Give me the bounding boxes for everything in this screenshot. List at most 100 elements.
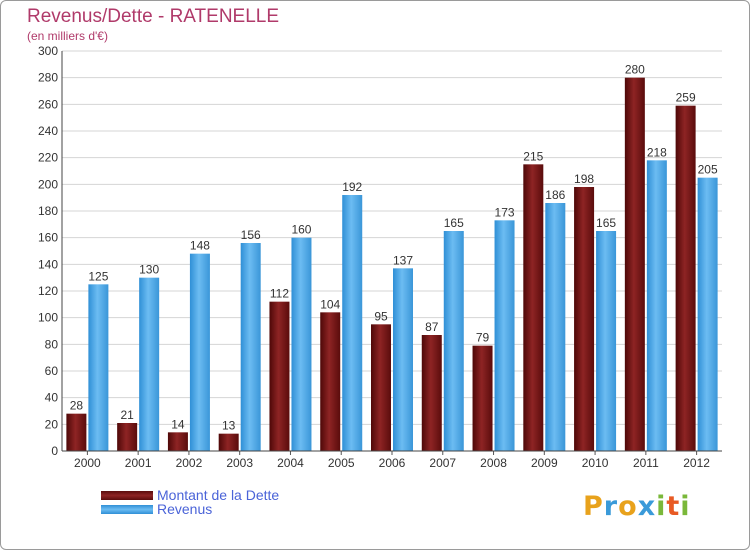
data-label-revenue: 125 <box>88 269 108 283</box>
x-tick-label: 2012 <box>683 456 710 470</box>
bar-debt <box>66 413 87 451</box>
y-tick-label: 100 <box>38 311 58 325</box>
data-label-revenue: 218 <box>647 145 667 159</box>
data-label-debt: 215 <box>523 149 543 163</box>
y-tick-label: 0 <box>51 444 58 458</box>
x-tick-label: 2000 <box>74 456 101 470</box>
data-label-debt: 95 <box>374 309 388 323</box>
legend-swatch-debt <box>101 490 153 500</box>
bar-revenue <box>646 160 667 452</box>
bar-revenue <box>88 284 109 451</box>
x-tick-label: 2011 <box>633 456 659 470</box>
y-tick-label: 240 <box>38 124 58 138</box>
chart-title: Revenus/Dette - RATENELLE <box>27 6 280 27</box>
bar-debt <box>472 345 493 451</box>
logo-letter: r <box>603 491 619 522</box>
bar-debt <box>117 423 138 451</box>
y-tick-label: 40 <box>45 391 59 405</box>
data-label-debt: 28 <box>70 399 84 413</box>
logo-letter: i <box>656 491 667 522</box>
y-tick-label: 260 <box>38 97 58 111</box>
y-tick-label: 140 <box>38 257 58 271</box>
data-label-revenue: 148 <box>190 239 210 253</box>
x-tick-label: 2002 <box>176 456 203 470</box>
data-label-debt: 280 <box>625 63 645 77</box>
data-label-revenue: 156 <box>241 228 261 242</box>
data-label-debt: 198 <box>574 172 594 186</box>
proxiti-logo: Proxiti <box>583 491 691 522</box>
logo-letter: x <box>637 491 657 522</box>
data-label-debt: 79 <box>476 331 490 345</box>
y-tick-label: 20 <box>45 417 59 431</box>
logo-letter: o <box>618 491 638 522</box>
data-label-debt: 259 <box>676 91 696 105</box>
data-labels: 28 125 21 130 14 148 13 156 112 160 104 192 95 137 87 1… <box>70 63 718 433</box>
grid-lines <box>62 50 722 452</box>
bar-debt <box>320 312 341 451</box>
legend-label-debt: Montant de la Dette <box>157 487 280 503</box>
data-label-revenue: 186 <box>545 188 565 202</box>
y-tick-label: 80 <box>45 337 59 351</box>
y-tick-label: 180 <box>38 204 58 218</box>
legend-label-revenue: Revenus <box>157 501 213 517</box>
data-label-debt: 21 <box>120 408 134 422</box>
data-label-revenue: 192 <box>342 180 362 194</box>
data-label-revenue: 173 <box>495 205 515 219</box>
x-tick-label: 2003 <box>226 456 253 470</box>
data-label-revenue: 165 <box>596 216 616 230</box>
logo-letter: P <box>583 491 604 522</box>
logo-letter: i <box>680 491 691 522</box>
bar-revenue <box>393 268 413 451</box>
bar-debt <box>421 335 442 451</box>
bar-revenue <box>697 177 718 451</box>
y-tick-label: 280 <box>38 71 58 85</box>
y-axis-tick-labels: 0 20 40 60 80 100 120 140 160 180 200 220 240 260 280 3… <box>38 44 58 458</box>
legend-item-debt: Montant de la Dette <box>101 487 279 503</box>
x-tick-label: 2006 <box>379 456 406 470</box>
x-tick-label: 2004 <box>277 456 304 470</box>
bar-revenue <box>291 237 312 451</box>
x-tick-label: 2001 <box>125 456 152 470</box>
x-tick-label: 2008 <box>480 456 507 470</box>
bar-debt <box>371 324 391 451</box>
bar-revenue <box>443 231 464 451</box>
bar-revenue <box>494 220 515 451</box>
bar-debt <box>167 432 188 451</box>
data-label-debt: 14 <box>171 417 185 431</box>
chart-subtitle: (en milliers d'€) <box>27 29 108 43</box>
bar-debt <box>675 105 696 452</box>
bar-revenue <box>545 203 566 451</box>
x-tick-label: 2009 <box>531 456 558 470</box>
bar-revenue <box>139 277 160 451</box>
data-label-debt: 13 <box>222 419 236 433</box>
bar-debt <box>624 77 645 452</box>
axes <box>61 51 722 455</box>
legend-item-revenue: Revenus <box>101 501 212 517</box>
data-label-debt: 104 <box>320 297 340 311</box>
bar-debt <box>269 301 290 451</box>
data-label-revenue: 137 <box>393 253 413 267</box>
data-label-debt: 112 <box>270 287 289 301</box>
data-label-revenue: 130 <box>139 263 159 277</box>
bar-revenue <box>596 231 617 451</box>
bar-revenue <box>342 195 363 451</box>
x-tick-label: 2007 <box>429 456 456 470</box>
y-tick-label: 60 <box>45 364 59 378</box>
bar-debt <box>218 433 239 451</box>
y-tick-label: 200 <box>38 177 58 191</box>
data-label-revenue: 205 <box>698 163 718 177</box>
logo-letter: t <box>666 491 681 522</box>
y-tick-label: 160 <box>38 231 58 245</box>
x-axis-tick-labels: 2000 2001 2002 2003 2004 2005 2006 2007 2008 2009… <box>74 456 710 470</box>
y-tick-label: 300 <box>38 44 58 58</box>
x-tick-label: 2010 <box>582 456 609 470</box>
x-tick-label: 2005 <box>328 456 355 470</box>
bar-debt <box>523 164 544 452</box>
bar-revenue <box>240 243 261 451</box>
bar-debt <box>574 187 595 451</box>
y-tick-label: 220 <box>38 151 58 165</box>
bar-revenue <box>189 253 210 451</box>
legend-swatch-revenue <box>101 504 153 514</box>
